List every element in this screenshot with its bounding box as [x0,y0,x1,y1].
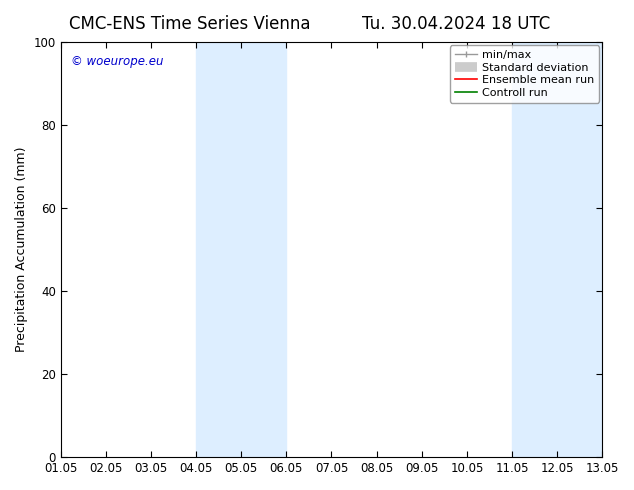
Legend: min/max, Standard deviation, Ensemble mean run, Controll run: min/max, Standard deviation, Ensemble me… [450,46,599,102]
Bar [196,42,287,457]
Bar [512,42,602,457]
Y-axis label: Precipitation Accumulation (mm): Precipitation Accumulation (mm) [15,147,28,352]
Text: CMC-ENS Time Series Vienna: CMC-ENS Time Series Vienna [70,15,311,33]
Text: Tu. 30.04.2024 18 UTC: Tu. 30.04.2024 18 UTC [363,15,550,33]
Text: © woeurope.eu: © woeurope.eu [72,54,164,68]
